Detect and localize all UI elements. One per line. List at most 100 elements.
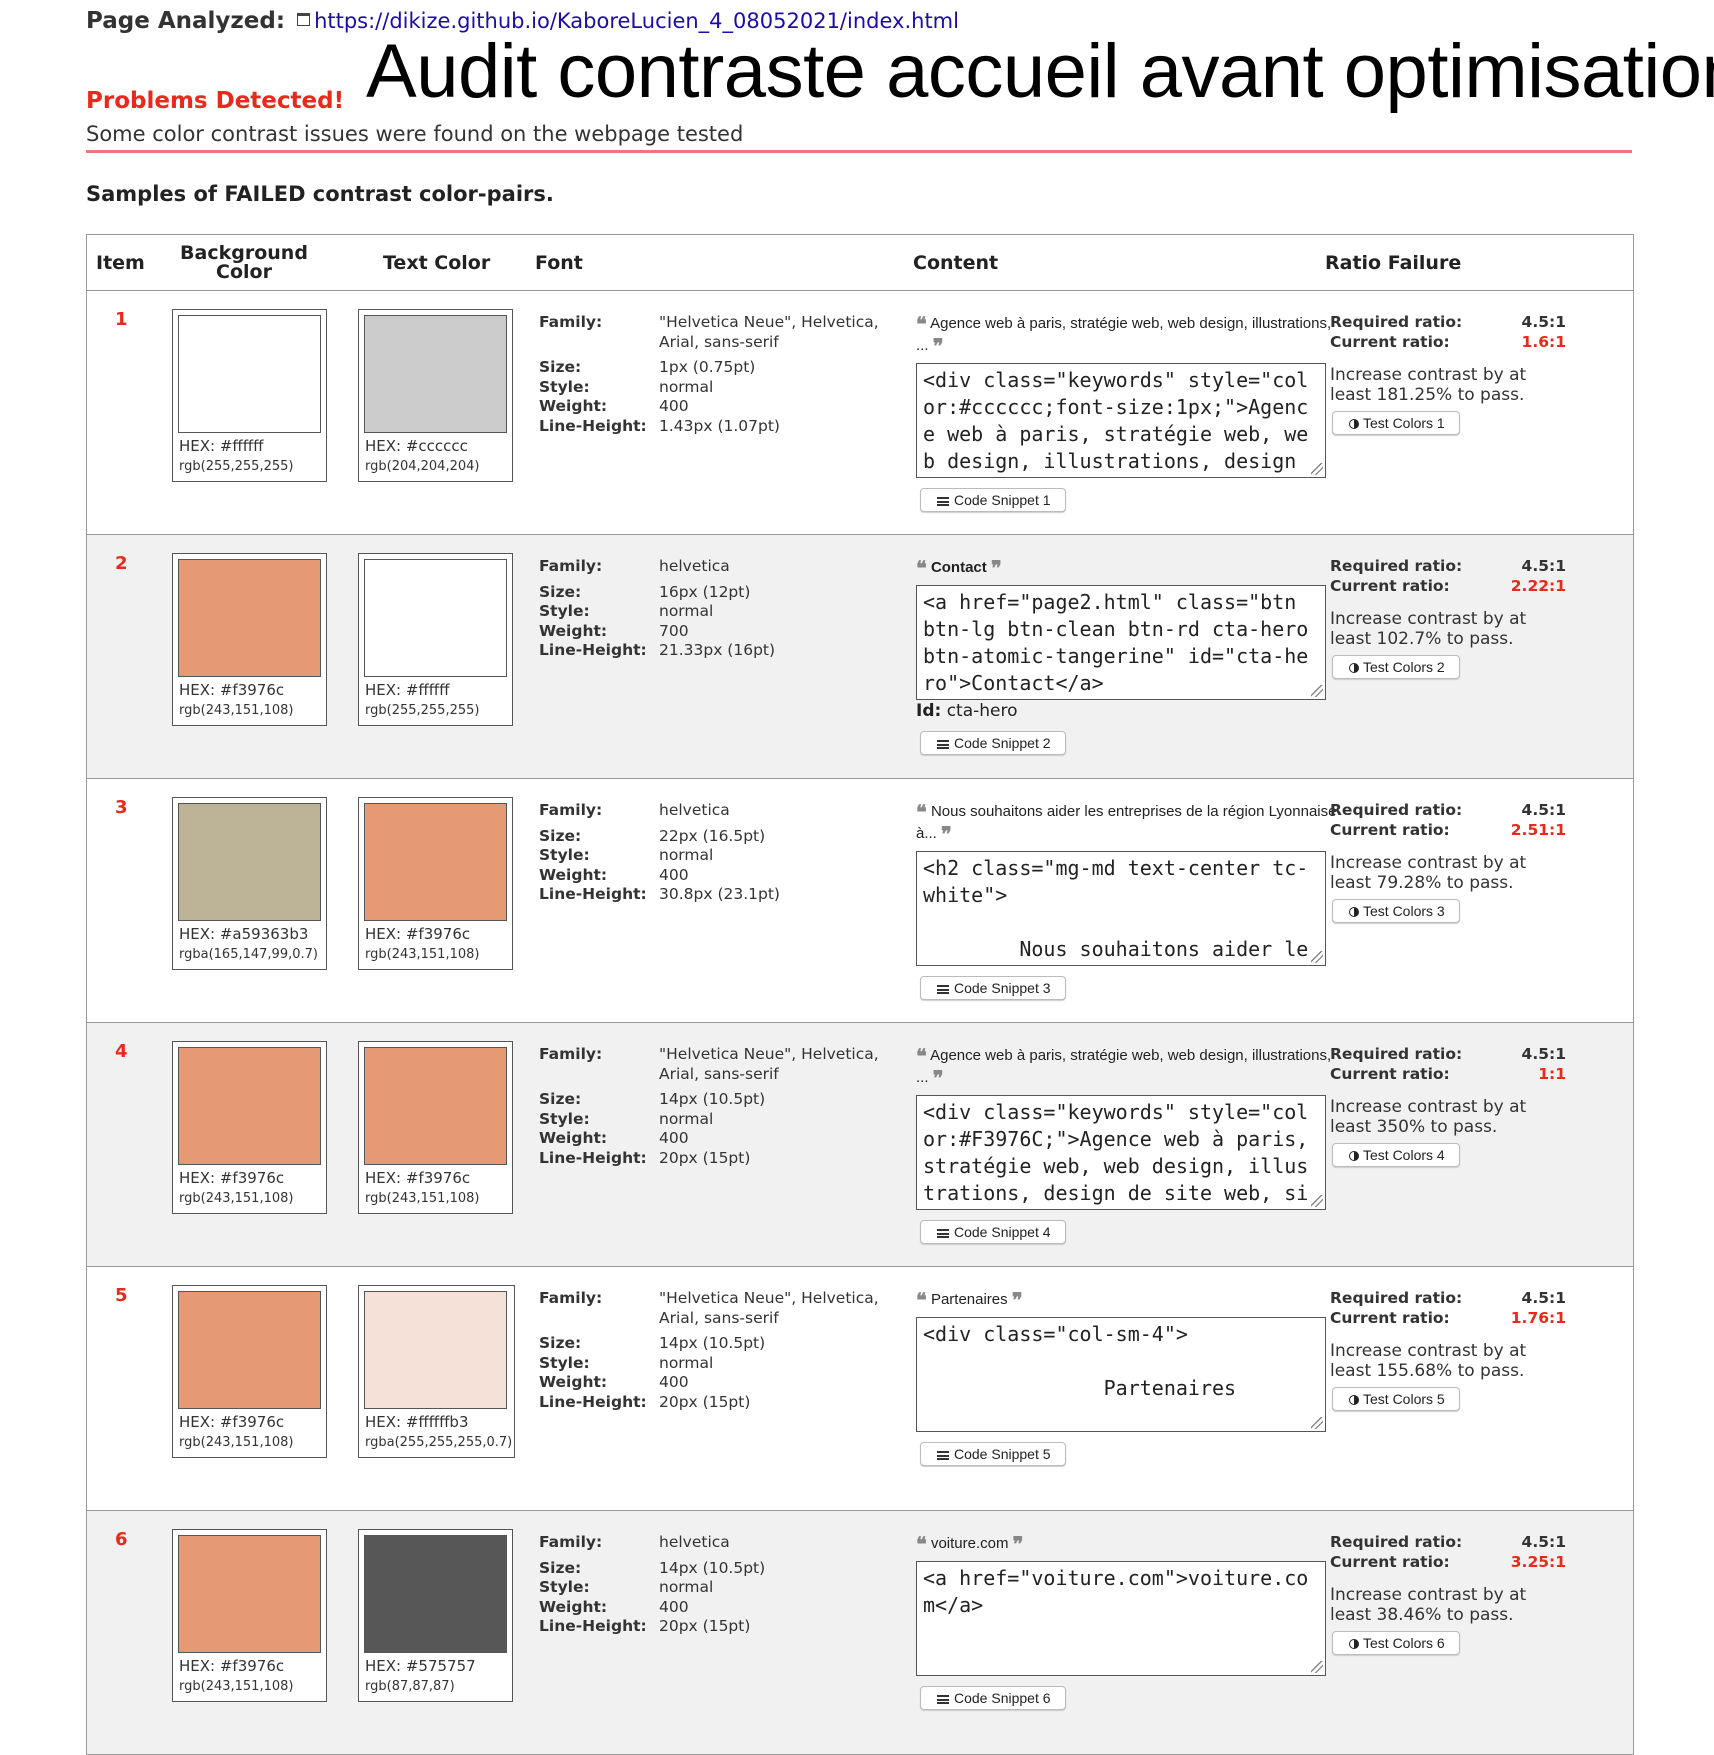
background-rgb: rgb(255,255,255): [179, 459, 294, 474]
font-family-row: Family: helvetica: [539, 1533, 889, 1553]
background-color-swatch: [178, 1047, 321, 1165]
font-family-value: "Helvetica Neue", Helvetica, Arial, sans…: [659, 1289, 879, 1327]
text-color-swatch: [364, 1291, 507, 1409]
page-analyzed-label: Page Analyzed:: [86, 8, 286, 34]
code-snippet-textarea[interactable]: <a href="voiture.com">voiture.com</a>: [916, 1561, 1326, 1676]
font-size-value: 22px (16.5pt): [659, 826, 766, 845]
text-swatch-card: HEX: #ffffff rgb(255,255,255): [358, 553, 513, 726]
contrast-icon: [1349, 663, 1359, 673]
close-quote-icon: ❞: [932, 1066, 944, 1090]
code-snippet-button[interactable]: Code Snippet 1: [920, 488, 1066, 512]
contrast-icon: [1349, 907, 1359, 917]
font-weight-value: 400: [659, 865, 689, 884]
table-row: 2 HEX: #f3976c rgb(243,151,108) HEX: #ff…: [87, 535, 1633, 779]
code-snippet-textarea[interactable]: <h2 class="mg-md text-center tc-white"> …: [916, 851, 1326, 966]
content-quote: ❝ Agence web à paris, stratégie web, web…: [916, 313, 1346, 357]
test-colors-label: Test Colors 3: [1363, 903, 1445, 919]
background-rgb: rgba(165,147,99,0.7): [179, 947, 318, 962]
font-style-row: Style: normal: [539, 1110, 889, 1130]
table-row: 3 HEX: #a59363b3 rgba(165,147,99,0.7) HE…: [87, 779, 1633, 1023]
code-snippet-button[interactable]: Code Snippet 2: [920, 731, 1066, 755]
font-size-label: Size:: [539, 1090, 582, 1108]
required-ratio-value: 4.5:1: [1521, 313, 1566, 331]
test-colors-button[interactable]: Test Colors 3: [1332, 899, 1460, 923]
test-colors-button[interactable]: Test Colors 5: [1332, 1387, 1460, 1411]
test-colors-label: Test Colors 2: [1363, 659, 1445, 675]
font-size-label: Size:: [539, 826, 582, 845]
item-number: 6: [115, 1529, 128, 1550]
font-info: Family: "Helvetica Neue", Helvetica, Aria…: [539, 313, 889, 436]
font-family-label: Family:: [539, 1045, 603, 1063]
font-size-row: Size: 22px (16.5pt): [539, 827, 889, 847]
background-swatch-card: HEX: #f3976c rgb(243,151,108): [172, 1529, 327, 1702]
font-family-value: helvetica: [659, 801, 730, 819]
background-swatch-card: HEX: #a59363b3 rgba(165,147,99,0.7): [172, 797, 327, 970]
font-family-row: Family: "Helvetica Neue", Helvetica, Aria…: [539, 313, 889, 352]
item-number: 5: [115, 1285, 128, 1306]
line-height-row: Line-Height: 21.33px (16pt): [539, 641, 889, 661]
code-snippet-button[interactable]: Code Snippet 6: [920, 1686, 1066, 1710]
samples-title: Samples of FAILED contrast color-pairs.: [86, 182, 554, 206]
text-swatch-card: HEX: #f3976c rgb(243,151,108): [358, 1041, 513, 1214]
col-header-background: Background Color: [180, 241, 308, 283]
open-quote-icon: ❝: [916, 1532, 927, 1556]
line-height-row: Line-Height: 20px (15pt): [539, 1393, 889, 1413]
required-ratio-value: 4.5:1: [1521, 557, 1566, 575]
list-lines-icon: [937, 1451, 949, 1460]
required-ratio-row: Required ratio: 4.5:1: [1330, 313, 1566, 333]
test-colors-button[interactable]: Test Colors 2: [1332, 655, 1460, 679]
test-colors-label: Test Colors 1: [1363, 415, 1445, 431]
font-size-row: Size: 14px (10.5pt): [539, 1090, 889, 1110]
required-ratio-row: Required ratio: 4.5:1: [1330, 1289, 1566, 1309]
font-family-value: helvetica: [659, 1533, 730, 1551]
background-rgb: rgb(243,151,108): [179, 1191, 294, 1206]
quote-text: Nous souhaitons aider les entreprises de…: [916, 803, 1337, 842]
increase-contrast-text: Increase contrast by at least 79.28% to …: [1330, 853, 1527, 893]
background-hex: HEX: #ffffff: [179, 437, 264, 455]
font-style-row: Style: normal: [539, 378, 889, 398]
text-color-swatch: [364, 1535, 507, 1653]
text-rgb: rgb(255,255,255): [365, 703, 480, 718]
line-height-value: 20px (15pt): [659, 1392, 751, 1411]
background-color-swatch: [178, 803, 321, 921]
text-swatch-card: HEX: #cccccc rgb(204,204,204): [358, 309, 513, 482]
code-snippet-textarea[interactable]: <div class="keywords" style="color:#F397…: [916, 1095, 1326, 1210]
ratio-failure-cell: Required ratio: 4.5:1 Current ratio: 2.51:…: [1330, 801, 1566, 923]
code-snippet-textarea[interactable]: <div class="keywords" style="color:#cccc…: [916, 363, 1326, 478]
current-ratio-label: Current ratio:: [1330, 1308, 1450, 1327]
analyzed-url-link[interactable]: https://dikize.github.io/KaboreLucien_4_…: [314, 9, 959, 33]
increase-contrast-text: Increase contrast by at least 38.46% to …: [1330, 1585, 1527, 1625]
contrast-icon: [1349, 1639, 1359, 1649]
required-ratio-row: Required ratio: 4.5:1: [1330, 1045, 1566, 1065]
list-lines-icon: [937, 985, 949, 994]
font-style-label: Style:: [539, 602, 590, 620]
font-info: Family: "Helvetica Neue", Helvetica, Aria…: [539, 1289, 889, 1412]
line-height-value: 30.8px (23.1pt): [659, 885, 780, 903]
quote-text: voiture.com: [930, 1535, 1009, 1552]
line-height-label: Line-Height:: [539, 641, 647, 659]
text-color-swatch: [364, 803, 507, 921]
code-snippet-textarea[interactable]: <a href="page2.html" class="btn btn-lg b…: [916, 585, 1326, 700]
font-weight-value: 400: [659, 397, 689, 415]
test-colors-button[interactable]: Test Colors 6: [1332, 1631, 1460, 1655]
code-snippet-label: Code Snippet 5: [954, 1446, 1051, 1462]
code-snippet-button[interactable]: Code Snippet 3: [920, 976, 1066, 1000]
font-size-row: Size: 1px (0.75pt): [539, 358, 889, 378]
code-snippet-button[interactable]: Code Snippet 5: [920, 1442, 1066, 1466]
code-snippet-textarea[interactable]: <div class="col-sm-4"> Partenaires: [916, 1317, 1326, 1432]
code-snippet-label: Code Snippet 6: [954, 1690, 1051, 1706]
current-ratio-row: Current ratio: 1:1: [1330, 1065, 1566, 1085]
required-ratio-row: Required ratio: 4.5:1: [1330, 801, 1566, 821]
test-colors-button[interactable]: Test Colors 1: [1332, 411, 1460, 435]
font-weight-value: 700: [659, 621, 689, 640]
code-snippet-button[interactable]: Code Snippet 4: [920, 1220, 1066, 1244]
close-quote-icon: ❞: [1011, 1288, 1023, 1312]
test-colors-button[interactable]: Test Colors 4: [1332, 1143, 1460, 1167]
col-header-text-color: Text Color: [383, 251, 491, 274]
font-size-label: Size:: [539, 1334, 582, 1352]
current-ratio-label: Current ratio:: [1330, 576, 1450, 595]
current-ratio-row: Current ratio: 1.76:1: [1330, 1309, 1566, 1329]
element-id-label: Id:: [916, 701, 942, 721]
text-color-swatch: [364, 1047, 507, 1165]
font-style-label: Style:: [539, 1109, 590, 1128]
